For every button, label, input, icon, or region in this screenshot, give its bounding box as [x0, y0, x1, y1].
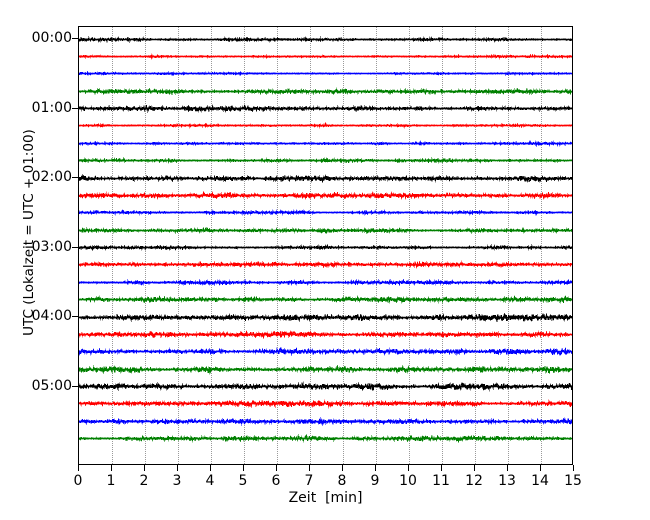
seismogram-trace	[79, 276, 572, 289]
y-tick-mark	[72, 38, 78, 39]
x-tick-mark	[243, 465, 244, 471]
x-tick-mark	[441, 465, 442, 471]
grid-line	[112, 27, 113, 464]
y-tick-mark	[72, 177, 78, 178]
grid-line	[376, 27, 377, 464]
x-tick-mark	[573, 465, 574, 471]
x-tick-label: 1	[106, 473, 116, 489]
x-tick-label: 6	[271, 473, 281, 489]
plot-area	[78, 26, 573, 465]
grid-line	[409, 27, 410, 464]
x-tick-mark	[78, 465, 79, 471]
x-tick-label: 15	[564, 473, 582, 489]
x-axis-title: Zeit [min]	[288, 490, 363, 506]
seismogram-trace	[79, 380, 572, 393]
x-tick-label: 4	[205, 473, 215, 489]
grid-line	[145, 27, 146, 464]
grid-line	[178, 27, 179, 464]
x-tick-label: 5	[238, 473, 248, 489]
seismogram-trace	[79, 172, 572, 185]
seismogram-trace	[79, 154, 572, 167]
grid-line	[244, 27, 245, 464]
grid-line	[211, 27, 212, 464]
grid-line	[475, 27, 476, 464]
y-tick-mark	[72, 246, 78, 248]
seismogram-trace	[79, 119, 572, 132]
seismogram-trace	[79, 363, 572, 376]
x-tick-label: 8	[337, 473, 347, 489]
y-tick-label: 01:00	[31, 99, 72, 116]
seismogram-trace	[79, 397, 572, 410]
seismogram-trace	[79, 67, 572, 80]
seismogram-trace	[79, 137, 572, 150]
y-tick-mark	[72, 316, 78, 317]
y-tick-label: 02:00	[31, 169, 72, 185]
y-tick-label: 04:00	[31, 308, 72, 324]
seismogram-trace	[79, 432, 572, 445]
grid-line	[541, 27, 542, 464]
x-tick-mark	[276, 465, 277, 471]
x-tick-mark	[408, 465, 409, 471]
x-tick-label: 2	[139, 473, 149, 489]
x-tick-mark	[540, 465, 541, 471]
seismogram-trace	[79, 258, 572, 271]
seismogram-trace	[79, 328, 572, 341]
seismogram-trace	[79, 415, 572, 428]
seismogram-trace	[79, 206, 572, 219]
y-tick-label: 00:00	[31, 30, 72, 46]
x-tick-mark	[177, 465, 178, 471]
grid-line	[508, 27, 509, 464]
x-tick-mark	[507, 465, 508, 471]
seismogram-trace	[79, 293, 572, 306]
x-tick-label: 7	[304, 473, 314, 489]
x-tick-mark	[309, 465, 310, 471]
seismogram-trace	[79, 189, 572, 202]
grid-line	[442, 27, 443, 464]
x-tick-label: 13	[498, 473, 516, 489]
grid-line	[277, 27, 278, 464]
x-tick-mark	[144, 465, 145, 471]
grid-line	[310, 27, 311, 464]
y-tick-label: 05:00	[31, 377, 72, 394]
y-tick-mark	[72, 385, 78, 387]
seismogram-trace	[79, 33, 572, 46]
seismogram-trace	[79, 241, 572, 254]
x-tick-label: 0	[73, 473, 83, 489]
x-tick-mark	[342, 465, 343, 471]
x-tick-mark	[210, 465, 211, 471]
seismogram-trace	[79, 311, 572, 324]
x-tick-label: 14	[531, 473, 549, 489]
y-tick-mark	[72, 107, 78, 109]
seismogram-trace	[79, 345, 572, 358]
seismogram-trace	[79, 224, 572, 237]
x-tick-label: 11	[432, 473, 450, 489]
grid-line	[343, 27, 344, 464]
y-axis-tick-labels: 00:00 01:00 02:00 03:00 04:00 05:00	[0, 0, 72, 520]
x-tick-mark	[375, 465, 376, 471]
x-tick-label: 3	[172, 473, 182, 489]
seismogram-trace	[79, 102, 572, 115]
x-tick-mark	[111, 465, 112, 471]
x-tick-mark	[474, 465, 475, 471]
seismogram-trace	[79, 85, 572, 98]
y-tick-label: 03:00	[31, 238, 72, 255]
x-tick-label: 10	[399, 473, 417, 489]
x-tick-label: 9	[370, 473, 380, 489]
x-tick-label: 12	[465, 473, 483, 489]
seismogram-trace	[79, 50, 572, 63]
